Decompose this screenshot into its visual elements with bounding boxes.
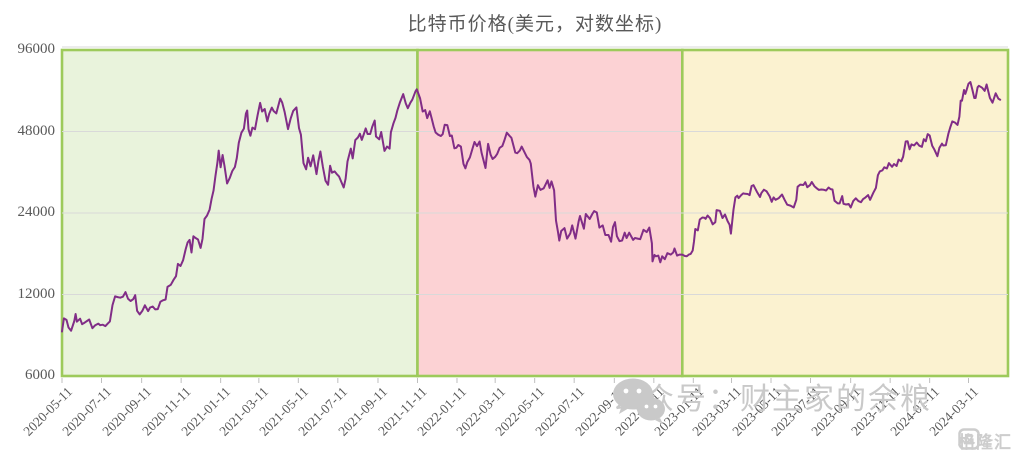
- gelonghui-icon: [958, 428, 980, 450]
- y-axis-label: 6000: [25, 367, 55, 383]
- y-axis-label: 48000: [17, 122, 56, 139]
- y-axis-label: 96000: [17, 41, 56, 57]
- price-line: [61, 81, 1002, 333]
- watermark: 公众号：财主家的余粮: [612, 378, 932, 424]
- wechat-icon: [613, 378, 665, 424]
- gelonghui-logo: 格隆汇: [958, 428, 1012, 453]
- y-axis-label: 24000: [17, 204, 56, 220]
- y-axis-label: 12000: [17, 285, 56, 302]
- watermark-text: 公众号：财主家的余粮: [612, 383, 932, 416]
- chart-title: 比特币价格(美元，对数坐标): [407, 14, 663, 35]
